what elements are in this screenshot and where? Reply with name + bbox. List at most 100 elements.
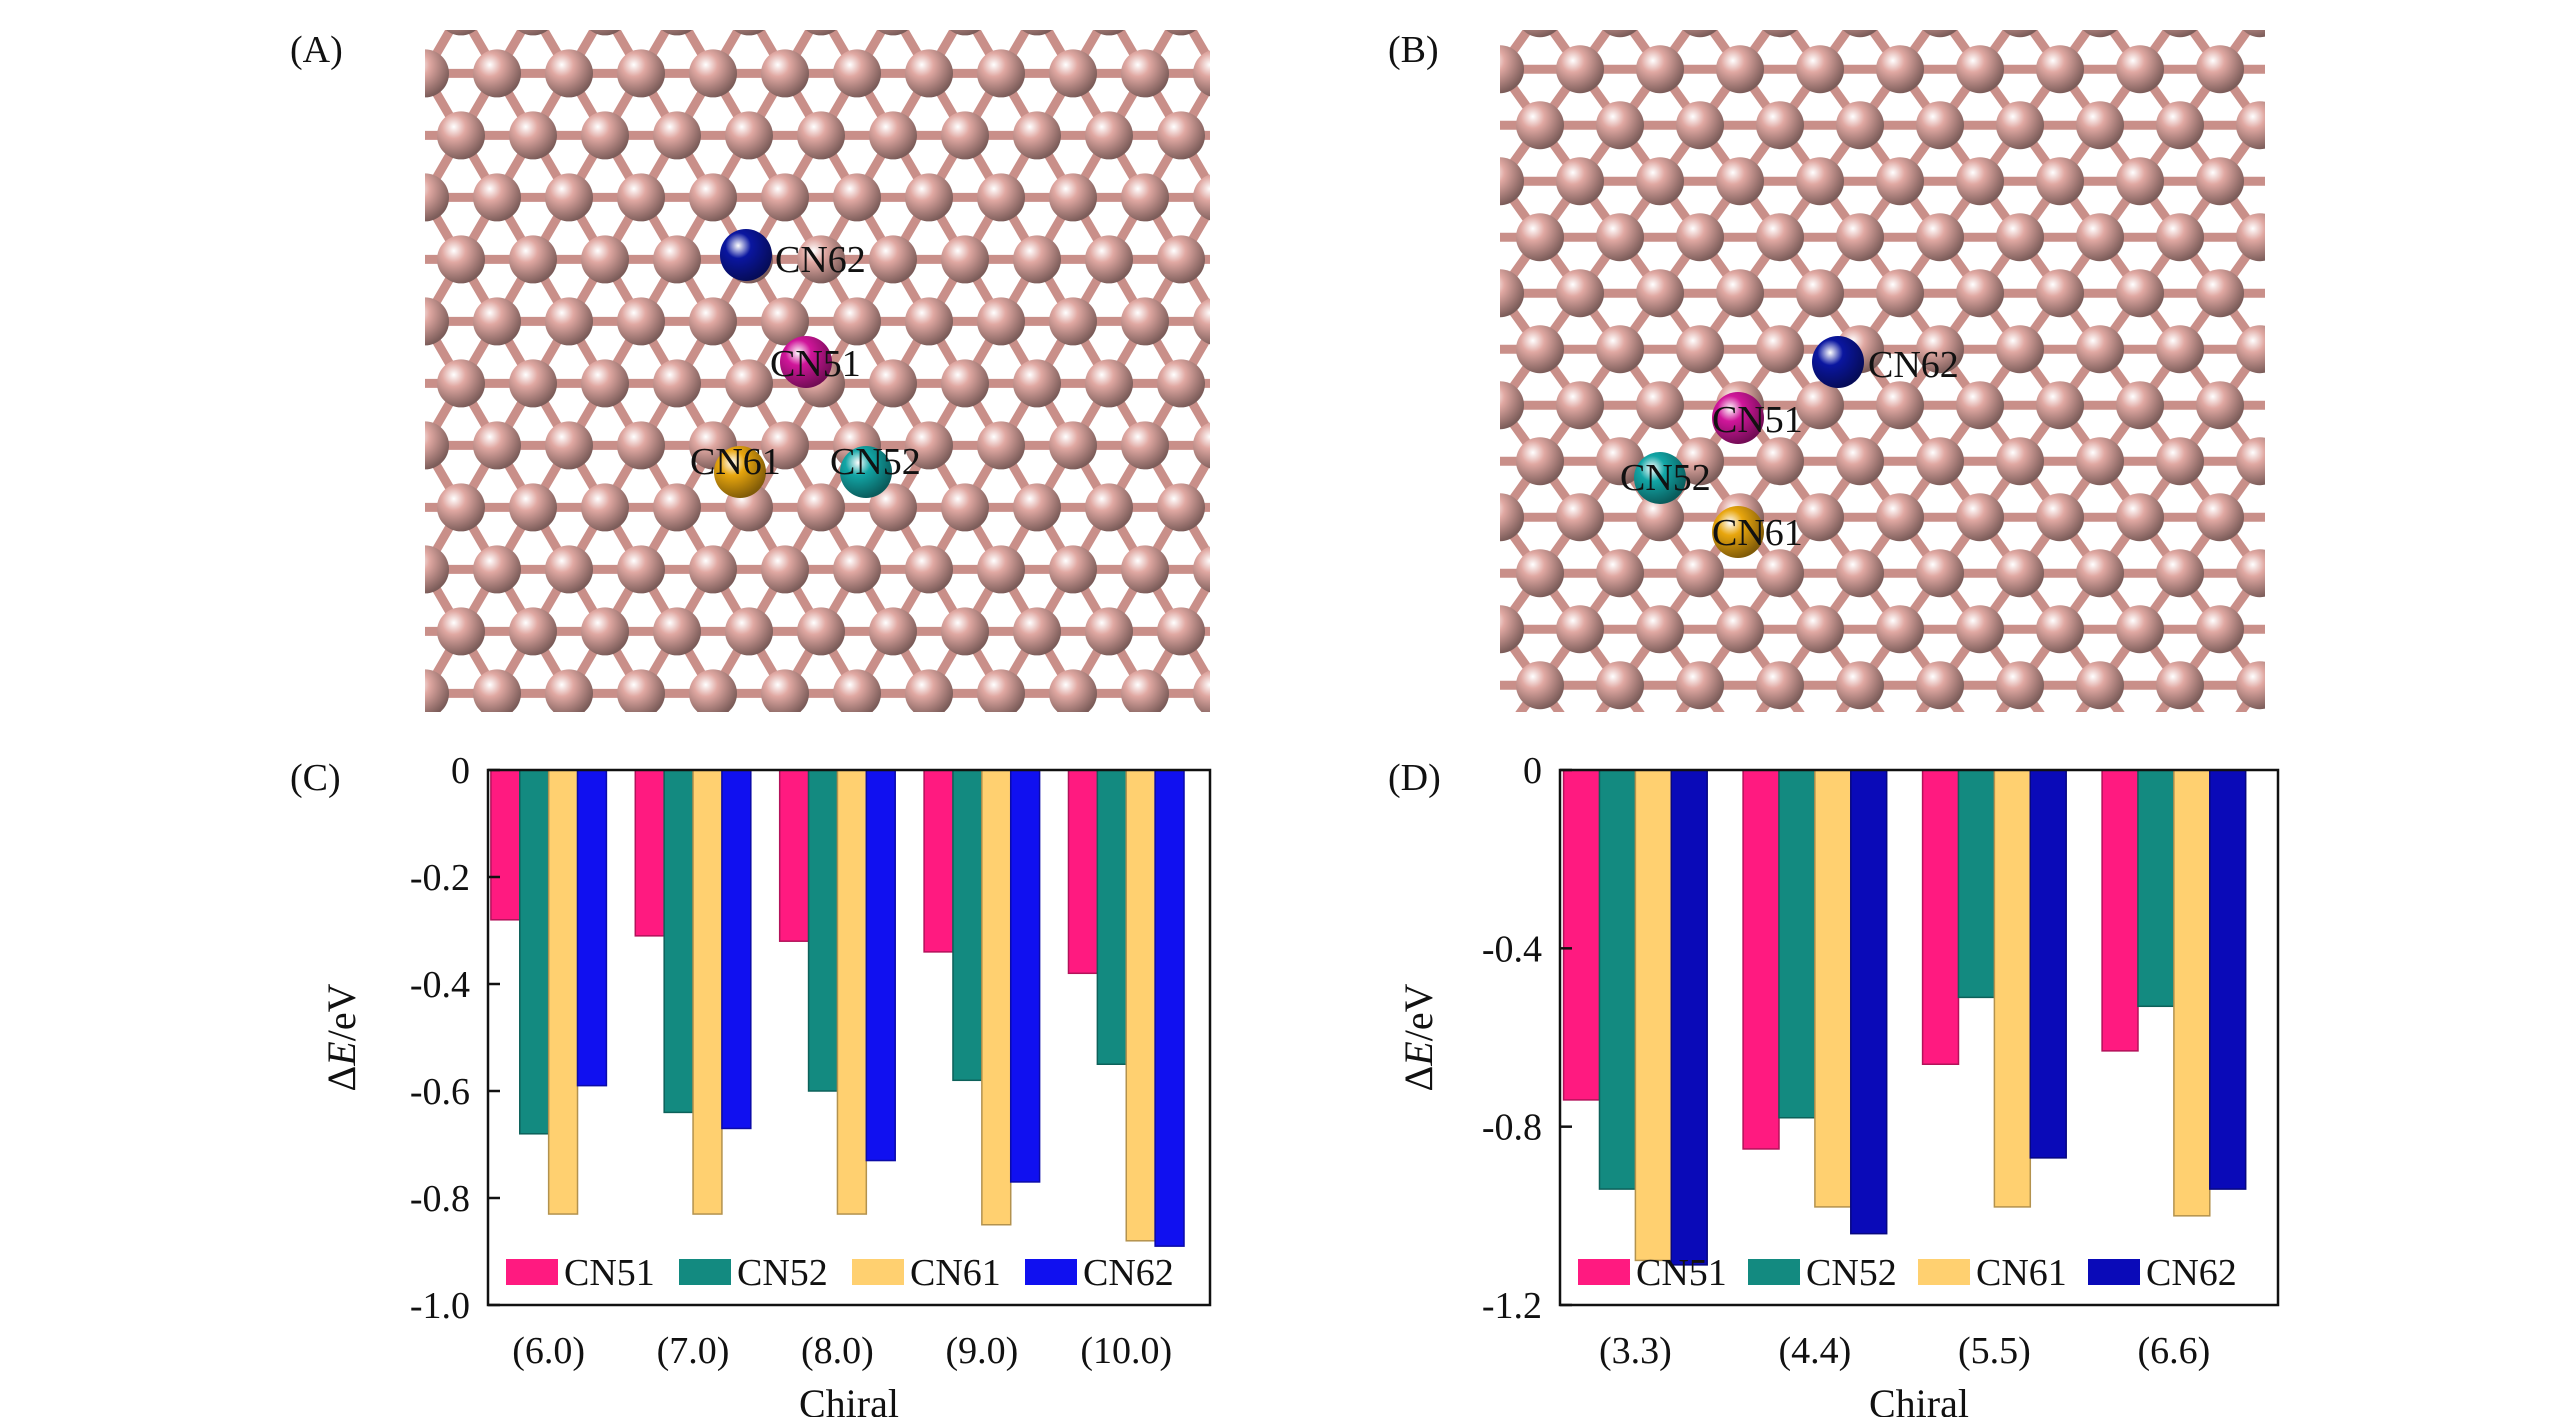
carbon-atom: [797, 111, 845, 160]
carbon-atom: [473, 49, 521, 98]
carbon-atom: [761, 669, 809, 712]
carbon-atom: [2276, 381, 2324, 429]
carbon-atom: [689, 49, 737, 98]
bond: [2300, 461, 2340, 517]
carbon-atom: [1996, 437, 2044, 486]
x-tick-label: (5.5): [1958, 1330, 2031, 1372]
bond: [353, 569, 389, 631]
carbon-atom: [1916, 325, 1964, 374]
carbon-atom: [725, 359, 773, 408]
y-axis-label: ΔE/eV: [319, 983, 364, 1091]
bond: [2255, 456, 2265, 476]
bond: [2255, 670, 2265, 690]
legend-swatch-cn62: [1025, 1259, 1077, 1285]
carbon-atom: [1500, 157, 1524, 206]
carbon-atom: [977, 421, 1025, 470]
carbon-atom: [1193, 422, 1210, 469]
bar-cn62-3: [2209, 769, 2247, 1190]
carbon-atom: [1716, 717, 1764, 765]
carbon-atom: [653, 607, 701, 656]
y-tick-label: 0: [451, 750, 470, 792]
bond: [353, 445, 389, 507]
carbon-atom: [1476, 717, 1524, 765]
legend-label-cn61: CN61: [910, 1252, 1001, 1294]
bond: [1217, 197, 1253, 259]
carbon-atom: [1021, 30, 1053, 36]
carbon-atom: [2276, 45, 2324, 93]
carbon-atom: [1556, 157, 1604, 206]
atom-label-cn51: CN51: [1712, 399, 1803, 441]
carbon-atom: [1602, 30, 1638, 38]
atoms: [1396, 0, 2364, 765]
carbon-atom: [2316, 437, 2364, 485]
carbon-atom: [2036, 381, 2084, 430]
carbon-atom: [437, 607, 485, 656]
bond: [2255, 558, 2265, 578]
y-tick-label: -0.4: [1482, 928, 1542, 970]
carbon-atom: [425, 49, 449, 98]
carbon-atom: [2316, 661, 2364, 709]
carbon-atom: [1500, 493, 1524, 542]
atom-label-cn61: CN61: [690, 441, 781, 483]
bond: [425, 436, 430, 450]
carbon-atom: [1996, 325, 2044, 374]
carbon-atom: [2076, 661, 2124, 710]
carbon-atom: [1121, 173, 1169, 222]
bond: [2300, 573, 2340, 629]
carbon-atom: [1229, 607, 1277, 655]
carbon-atom: [545, 421, 593, 470]
carbon-atom: [2082, 30, 2118, 38]
x-tick-label: (10.0): [1080, 1330, 1172, 1372]
carbon-atom: [545, 545, 593, 594]
bar-cn51-0: [490, 769, 521, 921]
carbon-atom: [1229, 731, 1277, 779]
carbon-atom: [1996, 213, 2044, 262]
bond: [1420, 461, 1460, 517]
carbon-atom: [365, 111, 413, 159]
carbon-atom: [1522, 30, 1558, 38]
carbon-atom: [1676, 101, 1724, 150]
carbon-atom: [2036, 269, 2084, 318]
bond: [2300, 181, 2340, 237]
bar-cn62-0: [1670, 769, 1708, 1266]
bar-cn62-3: [1009, 769, 1041, 1183]
y-tick-label: -0.2: [410, 857, 470, 899]
bond: [1217, 73, 1253, 135]
legend-swatch-cn61: [852, 1259, 904, 1285]
carbon-atom: [1636, 493, 1684, 542]
carbon-atom: [2196, 605, 2244, 654]
bar-cn61-4: [1125, 769, 1156, 1242]
carbon-atom: [1676, 661, 1724, 710]
carbon-atom: [1842, 30, 1878, 38]
carbon-atom: [1436, 0, 1484, 37]
atom-label-cn62: CN62: [1868, 344, 1959, 386]
carbon-atom: [1836, 213, 1884, 262]
bar-cn52-3: [952, 769, 983, 1082]
bond: [425, 68, 430, 83]
carbon-atom: [2196, 381, 2244, 430]
carbon-atom: [1716, 45, 1764, 94]
carbon-atom: [329, 173, 377, 221]
carbon-atom: [661, 30, 693, 36]
carbon-atom: [833, 297, 881, 346]
bar-cn52-2: [1957, 769, 1996, 999]
carbon-atom: [1596, 549, 1644, 598]
carbon-atom: [2156, 661, 2204, 710]
carbon-atom: [1396, 381, 1444, 429]
carbon-atom: [1229, 483, 1277, 531]
carbon-atom: [833, 669, 881, 712]
carbon-atom: [2236, 101, 2265, 150]
carbon-atom: [2236, 325, 2265, 374]
carbon-atom: [437, 359, 485, 408]
carbon-atom: [1596, 437, 1644, 486]
bond: [2255, 232, 2265, 252]
bar-cn51-2: [1921, 769, 1960, 1065]
carbon-atom: [877, 30, 909, 36]
carbon-atom: [1013, 235, 1061, 284]
carbon-atom: [905, 297, 953, 346]
carbon-atom: [581, 607, 629, 656]
carbon-atom: [1676, 437, 1724, 486]
carbon-atom: [1956, 493, 2004, 542]
bond: [1500, 61, 1505, 74]
carbon-atom: [1436, 101, 1484, 149]
